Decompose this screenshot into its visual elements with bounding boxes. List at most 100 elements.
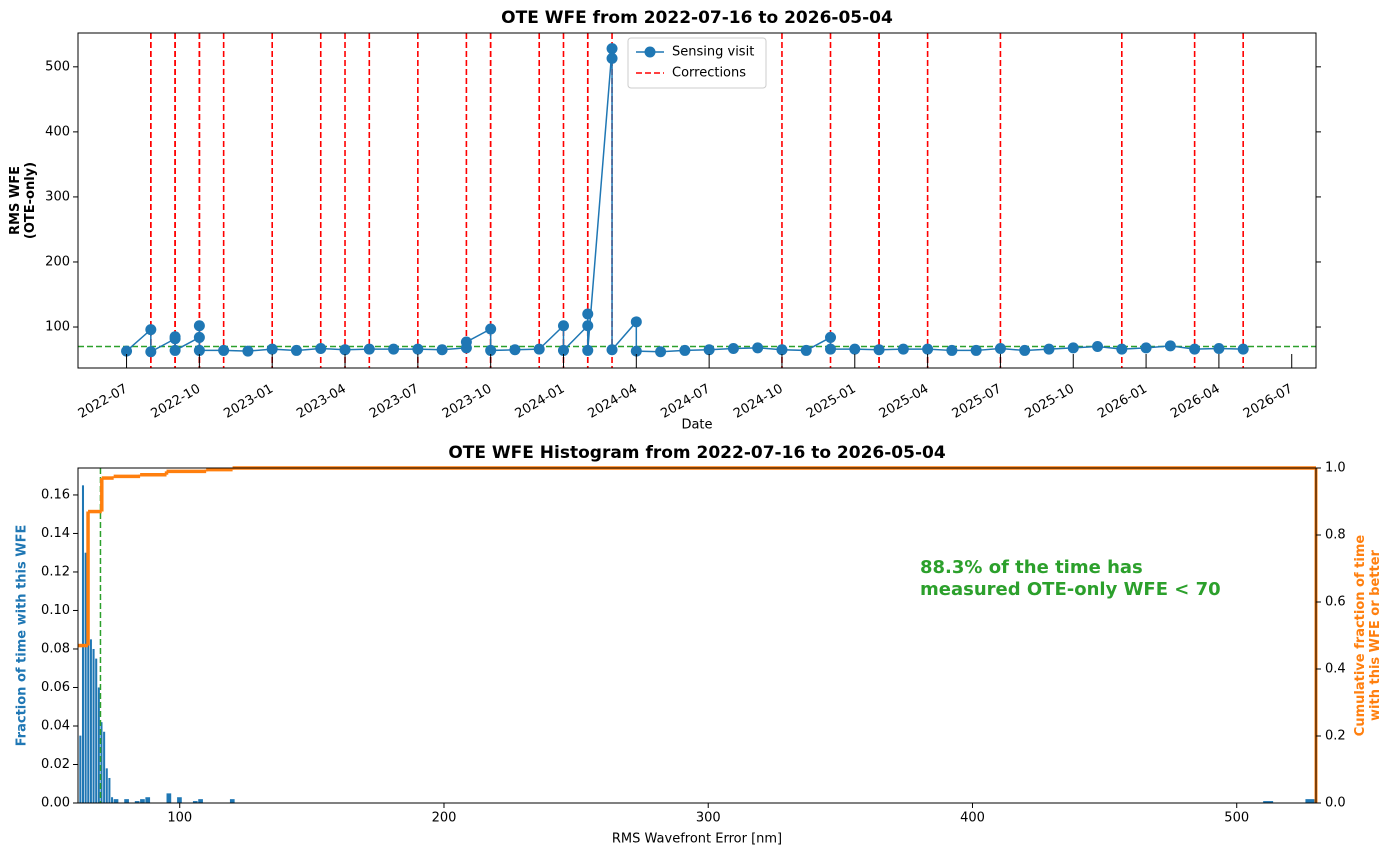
data-point xyxy=(800,344,812,356)
histogram-bar xyxy=(113,799,119,803)
x-tick-label: 2025-01 xyxy=(804,382,859,422)
data-point xyxy=(193,320,205,332)
data-point xyxy=(145,346,157,358)
y2-tick-label: 0.2 xyxy=(1325,729,1346,744)
y2-tick-label: 0.6 xyxy=(1325,595,1346,610)
data-point xyxy=(1237,343,1249,355)
data-point xyxy=(485,344,497,356)
histogram-bar xyxy=(103,731,106,803)
y-tick-label: 0.04 xyxy=(41,718,70,733)
y-tick-label: 400 xyxy=(45,124,70,139)
histogram-bar xyxy=(145,797,151,803)
histogram-bar xyxy=(140,799,145,803)
data-point xyxy=(825,331,837,343)
data-point xyxy=(315,342,327,354)
x-axis-label: RMS Wavefront Error [nm] xyxy=(612,832,782,847)
y-axis-label: Fraction of time with this WFE xyxy=(15,525,30,747)
x-tick-label: 2023-07 xyxy=(367,382,422,422)
data-point xyxy=(1189,343,1201,355)
y2-tick-label: 0.8 xyxy=(1325,528,1346,543)
data-point xyxy=(606,43,618,55)
data-point xyxy=(655,346,667,358)
legend-label: Sensing visit xyxy=(672,45,754,60)
histogram-bar xyxy=(177,797,182,803)
y-tick-label: 0.16 xyxy=(41,487,70,502)
histogram-bar xyxy=(192,801,198,803)
data-point xyxy=(1019,344,1031,356)
data-point xyxy=(994,342,1006,354)
x-tick-label: 400 xyxy=(960,811,985,826)
histogram-bar xyxy=(105,768,108,803)
x-tick-label: 2023-10 xyxy=(440,382,495,422)
chart-title: OTE WFE Histogram from 2022-07-16 to 202… xyxy=(448,443,945,463)
data-point xyxy=(630,316,642,328)
y2-axis-label-line: Cumulative fraction of time xyxy=(1353,535,1368,737)
histogram-bar xyxy=(124,799,129,803)
x-tick-label: 2024-04 xyxy=(586,382,641,422)
y-tick-label: 0.14 xyxy=(41,526,70,541)
data-point xyxy=(849,343,861,355)
x-tick-label: 300 xyxy=(696,811,721,826)
histogram-bar xyxy=(111,797,114,803)
data-point xyxy=(897,343,909,355)
x-tick-label: 2023-01 xyxy=(221,382,276,422)
annotation-line: measured OTE-only WFE < 70 xyxy=(920,579,1221,600)
data-point xyxy=(606,344,618,356)
data-point xyxy=(970,344,982,356)
data-point xyxy=(218,344,230,356)
data-point xyxy=(582,344,594,356)
histogram-bar xyxy=(108,777,111,803)
data-point xyxy=(1140,342,1152,354)
data-point xyxy=(1092,341,1104,353)
data-point xyxy=(412,343,424,355)
histogram-bar xyxy=(97,687,100,803)
chart-title: OTE WFE from 2022-07-16 to 2026-05-04 xyxy=(501,8,893,28)
data-point xyxy=(169,331,181,343)
data-point xyxy=(703,344,715,356)
data-point xyxy=(582,320,594,332)
data-point xyxy=(727,342,739,354)
data-point xyxy=(121,345,133,357)
legend-label: Corrections xyxy=(672,66,746,81)
legend-swatch xyxy=(644,46,656,58)
data-point xyxy=(679,344,691,356)
x-tick-label: 200 xyxy=(432,811,457,826)
data-point xyxy=(1116,343,1128,355)
x-tick-label: 2025-04 xyxy=(877,382,932,422)
x-tick-label: 2024-01 xyxy=(513,382,568,422)
data-point xyxy=(242,345,254,357)
y-tick-label: 0.08 xyxy=(41,641,70,656)
y-axis-label-line: (OTE-only) xyxy=(23,162,38,239)
y2-axis-label: Cumulative fraction of timewith this WFE… xyxy=(1353,535,1383,737)
histogram-bar xyxy=(92,648,95,803)
y-tick-label: 0.10 xyxy=(41,603,70,618)
x-tick-label: 2022-10 xyxy=(149,382,204,422)
data-point xyxy=(509,344,521,356)
x-tick-label: 2025-07 xyxy=(950,382,1005,422)
y-tick-label: 0.02 xyxy=(41,757,70,772)
y-tick-label: 0.06 xyxy=(41,680,70,695)
plot-frame xyxy=(77,32,1317,369)
x-axis-label: Date xyxy=(681,418,712,433)
histogram-bar xyxy=(1263,801,1274,803)
histogram-bar xyxy=(84,552,87,803)
histogram-bar xyxy=(1305,799,1316,803)
x-tick-label: 2023-04 xyxy=(294,382,349,422)
legend-box xyxy=(627,37,767,89)
data-point xyxy=(1213,342,1225,354)
data-point xyxy=(460,336,472,348)
y-tick-label: 200 xyxy=(45,254,70,269)
data-point xyxy=(1164,340,1176,352)
data-point xyxy=(290,344,302,356)
annotation-line: 88.3% of the time has xyxy=(920,557,1143,578)
plot-frame xyxy=(77,467,1317,804)
y-tick-label: 100 xyxy=(45,320,70,335)
y2-axis-label-line: with this WFE or better xyxy=(1368,549,1383,721)
x-tick-label: 2022-07 xyxy=(76,382,131,422)
x-tick-label: 500 xyxy=(1224,811,1249,826)
data-point xyxy=(606,52,618,64)
data-point xyxy=(1067,342,1079,354)
data-point xyxy=(582,308,594,320)
data-point xyxy=(193,344,205,356)
